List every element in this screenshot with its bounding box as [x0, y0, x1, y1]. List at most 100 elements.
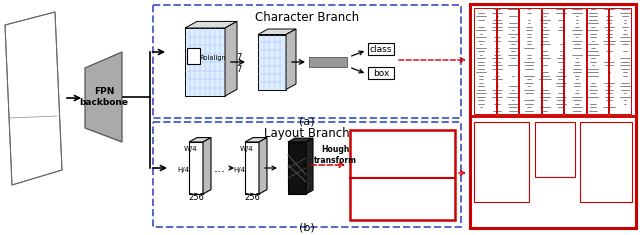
Point — [393, 161, 403, 165]
Point — [10, 156, 20, 159]
Point — [412, 136, 422, 140]
Point — [620, 222, 630, 226]
Point — [357, 137, 367, 141]
Point — [625, 181, 635, 185]
Point — [378, 143, 388, 147]
Point — [20, 25, 31, 29]
Point — [409, 212, 419, 216]
Point — [428, 210, 438, 214]
Point — [512, 189, 522, 193]
Point — [355, 137, 365, 141]
Point — [546, 217, 556, 221]
Point — [520, 186, 531, 190]
Point — [419, 180, 429, 184]
Point — [511, 169, 522, 173]
Point — [373, 141, 383, 145]
Point — [531, 191, 541, 195]
Point — [479, 188, 490, 192]
Point — [534, 196, 544, 200]
Point — [17, 153, 27, 157]
Point — [441, 155, 451, 159]
Point — [15, 176, 25, 180]
Point — [41, 23, 51, 26]
Point — [12, 73, 22, 77]
Point — [393, 147, 403, 151]
Point — [381, 166, 391, 170]
Point — [436, 139, 447, 143]
Point — [551, 126, 561, 130]
Point — [596, 204, 607, 208]
Point — [44, 98, 54, 102]
Point — [358, 155, 368, 159]
Point — [435, 184, 445, 188]
Point — [559, 172, 569, 176]
Point — [381, 189, 391, 193]
Point — [385, 138, 396, 142]
Point — [575, 129, 586, 133]
Point — [523, 142, 533, 146]
Point — [514, 151, 524, 155]
Point — [548, 177, 559, 181]
Point — [413, 134, 424, 138]
Point — [38, 108, 49, 111]
Point — [13, 56, 24, 60]
Point — [15, 29, 26, 33]
Point — [577, 215, 587, 218]
Point — [12, 66, 22, 70]
Point — [551, 153, 561, 156]
Point — [625, 152, 636, 156]
Point — [360, 151, 370, 154]
Point — [409, 208, 419, 212]
Point — [354, 214, 364, 218]
Point — [621, 120, 631, 124]
Point — [12, 153, 22, 157]
Point — [517, 174, 527, 177]
Point — [495, 152, 505, 156]
Point — [533, 142, 543, 146]
Point — [617, 160, 627, 164]
Point — [509, 215, 520, 219]
Point — [623, 193, 633, 197]
Point — [441, 209, 451, 213]
Point — [9, 96, 19, 100]
Point — [413, 157, 423, 161]
Point — [511, 211, 522, 215]
Point — [9, 170, 19, 174]
Point — [395, 138, 405, 142]
Point — [572, 120, 582, 124]
Point — [578, 124, 588, 128]
Point — [563, 155, 573, 159]
Point — [356, 152, 366, 156]
Point — [360, 189, 370, 192]
Point — [532, 133, 543, 136]
Point — [13, 108, 24, 111]
Point — [606, 207, 616, 211]
Point — [493, 193, 503, 197]
Point — [10, 28, 20, 32]
Point — [17, 44, 28, 47]
Point — [39, 113, 49, 117]
Point — [35, 153, 45, 157]
Point — [44, 91, 54, 95]
Point — [497, 171, 508, 175]
Point — [556, 153, 566, 157]
Point — [601, 186, 611, 190]
Point — [563, 144, 573, 148]
Point — [10, 103, 20, 107]
Point — [351, 165, 361, 169]
Point — [366, 180, 376, 184]
Point — [582, 214, 593, 218]
Point — [621, 168, 631, 172]
Point — [423, 160, 433, 164]
FancyBboxPatch shape — [309, 57, 347, 67]
Point — [441, 153, 451, 156]
Point — [409, 153, 419, 157]
Point — [35, 18, 45, 22]
Point — [31, 52, 42, 56]
Point — [35, 45, 45, 49]
Point — [8, 57, 19, 61]
Point — [349, 166, 359, 169]
Point — [31, 153, 42, 157]
Point — [401, 207, 412, 211]
Point — [590, 166, 600, 170]
